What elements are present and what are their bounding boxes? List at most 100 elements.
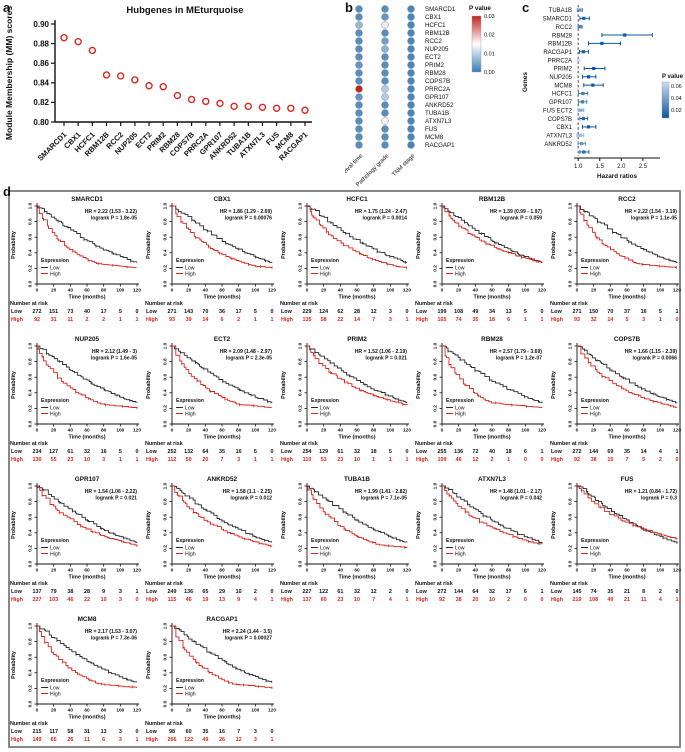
x-tick-label: 80 xyxy=(641,568,647,574)
y-tick-label: 0.2 xyxy=(298,405,304,412)
x-tick-label: 60 xyxy=(219,568,225,574)
x-tick-label: 80 xyxy=(641,428,647,434)
y-axis-title: Probability xyxy=(11,511,17,539)
legend-title: Expression xyxy=(311,538,339,544)
risk-row-label-low: Low xyxy=(281,589,293,595)
risk-count-high: 93 xyxy=(169,317,175,323)
x-tick-label: 100 xyxy=(251,288,259,294)
p-value-dot xyxy=(407,5,415,13)
p-value-dot xyxy=(407,45,415,53)
risk-count-high: 219 xyxy=(573,597,582,603)
y-tick-label: 0.8 xyxy=(163,638,169,645)
x-axis-title: Time (months) xyxy=(608,575,645,581)
risk-count-high: 1 xyxy=(406,457,409,463)
risk-count-low: 16 xyxy=(219,729,225,735)
risk-row-label-low: Low xyxy=(551,309,563,315)
y-tick-label: 0.8 xyxy=(163,498,169,505)
p-value-dot xyxy=(355,101,363,109)
risk-count-low: 0 xyxy=(136,309,139,315)
y-axis-title: Probability xyxy=(416,231,422,259)
risk-count-high: 31 xyxy=(51,317,57,323)
km-title: RCC2 xyxy=(618,196,636,203)
risk-count-high: 65 xyxy=(51,737,57,743)
km-plot-GPR107: GPR107 0.0 0.2 0.4 0.6 0.8 1.0 Probability 0 20 40… xyxy=(8,472,143,612)
risk-count-low: 14 xyxy=(641,449,647,455)
risk-count-high: 32 xyxy=(591,317,597,323)
p-value-dot xyxy=(381,109,389,117)
y-tick-label: 0.0 xyxy=(28,280,34,287)
risk-row-label-low: Low xyxy=(416,449,428,455)
x-axis-title: Time (months) xyxy=(473,435,510,441)
gene-label: RCC2 xyxy=(556,25,573,31)
y-tick-label: 0.0 xyxy=(163,700,169,707)
legend-high-label: High xyxy=(320,411,331,417)
risk-row-label-low: Low xyxy=(281,449,293,455)
risk-count-high: 149 xyxy=(33,737,42,743)
legend-low-label: Low xyxy=(50,685,60,691)
x-axis-title: Time (months) xyxy=(68,295,105,301)
panel-b-pvalue-dotmatrix: b SMARCD1 CBX1 HCFC1 RBM12B RCC2 NUP205 ECT2 PR… xyxy=(345,0,520,188)
legend-low-label: Low xyxy=(185,545,195,551)
legend-high-label: High xyxy=(590,271,601,277)
risk-count-low: 254 xyxy=(303,449,312,455)
risk-count-high: 0 xyxy=(524,457,527,463)
y-tick-label: 0.2 xyxy=(163,545,169,552)
y-tick-label: 0.4 xyxy=(28,249,34,256)
risk-count-low: 215 xyxy=(33,729,42,735)
y-tick-label: 0.8 xyxy=(298,358,304,365)
risk-count-high: 0 xyxy=(541,457,544,463)
risk-count-high: 93 xyxy=(574,317,580,323)
scatter-point xyxy=(272,104,281,112)
risk-count-high: 122 xyxy=(184,737,193,743)
x-tick-label: 60 xyxy=(489,288,495,294)
risk-count-high: 3 xyxy=(119,597,122,603)
y-tick-label: 0.2 xyxy=(298,265,304,272)
y-tick-label: 0.4 xyxy=(163,669,169,676)
x-tick-label: 100 xyxy=(656,428,664,434)
x-tick-label: 0 xyxy=(306,288,309,294)
risk-count-low: 21 xyxy=(624,589,630,595)
km-curve-high xyxy=(307,485,408,548)
x-axis-title: Time (months) xyxy=(473,295,510,301)
legend-title: Expression xyxy=(176,258,204,264)
x-tick-label: 0 xyxy=(576,288,579,294)
risk-count-low: 37 xyxy=(624,309,630,315)
risk-count-low: 0 xyxy=(136,449,139,455)
logrank-annotation: logrank P = 1.8e-05 xyxy=(91,216,137,222)
hr-point xyxy=(586,75,591,79)
p-value-dot xyxy=(355,117,363,125)
p-value-dot xyxy=(407,53,415,61)
risk-count-high: 21 xyxy=(624,597,630,603)
risk-count-low: 40 xyxy=(489,449,495,455)
risk-count-low: 13 xyxy=(506,309,512,315)
y-tick-label: 0.0 xyxy=(298,560,304,567)
scatter-point xyxy=(301,106,309,114)
p-value-dot xyxy=(355,93,363,101)
x-tick-label: 0 xyxy=(306,568,309,574)
risk-count-high: 2 xyxy=(86,317,89,323)
y-tick-label: 0.6 xyxy=(163,234,169,241)
legend-tick-label: 0.00 xyxy=(484,70,495,76)
y-tick-label: 0.0 xyxy=(568,280,574,287)
p-value-dot xyxy=(407,69,415,77)
y-tick-label: 1.0 xyxy=(163,202,169,209)
risk-row-label-high: High xyxy=(11,317,23,323)
y-tick-label: 0.6 xyxy=(28,514,34,521)
km-curve-high xyxy=(442,205,543,264)
p-value-dot xyxy=(407,109,415,117)
panel-b-label: b xyxy=(345,0,353,15)
y-axis-title: Probability xyxy=(281,511,287,539)
risk-count-low: 18 xyxy=(506,449,512,455)
x-tick-label: 20 xyxy=(186,288,192,294)
logrank-annotation: logrank P = 0.021 xyxy=(365,356,407,362)
legend-title: P value xyxy=(662,74,684,80)
risk-count-low: 65 xyxy=(202,589,208,595)
risk-count-low: 73 xyxy=(67,309,73,315)
y-axis-title: Probability xyxy=(551,231,557,259)
risk-count-low: 272 xyxy=(438,589,447,595)
x-axis-title: Time (months) xyxy=(473,575,510,581)
p-value-dot xyxy=(407,117,415,125)
y-tick-label: 0.0 xyxy=(298,280,304,287)
